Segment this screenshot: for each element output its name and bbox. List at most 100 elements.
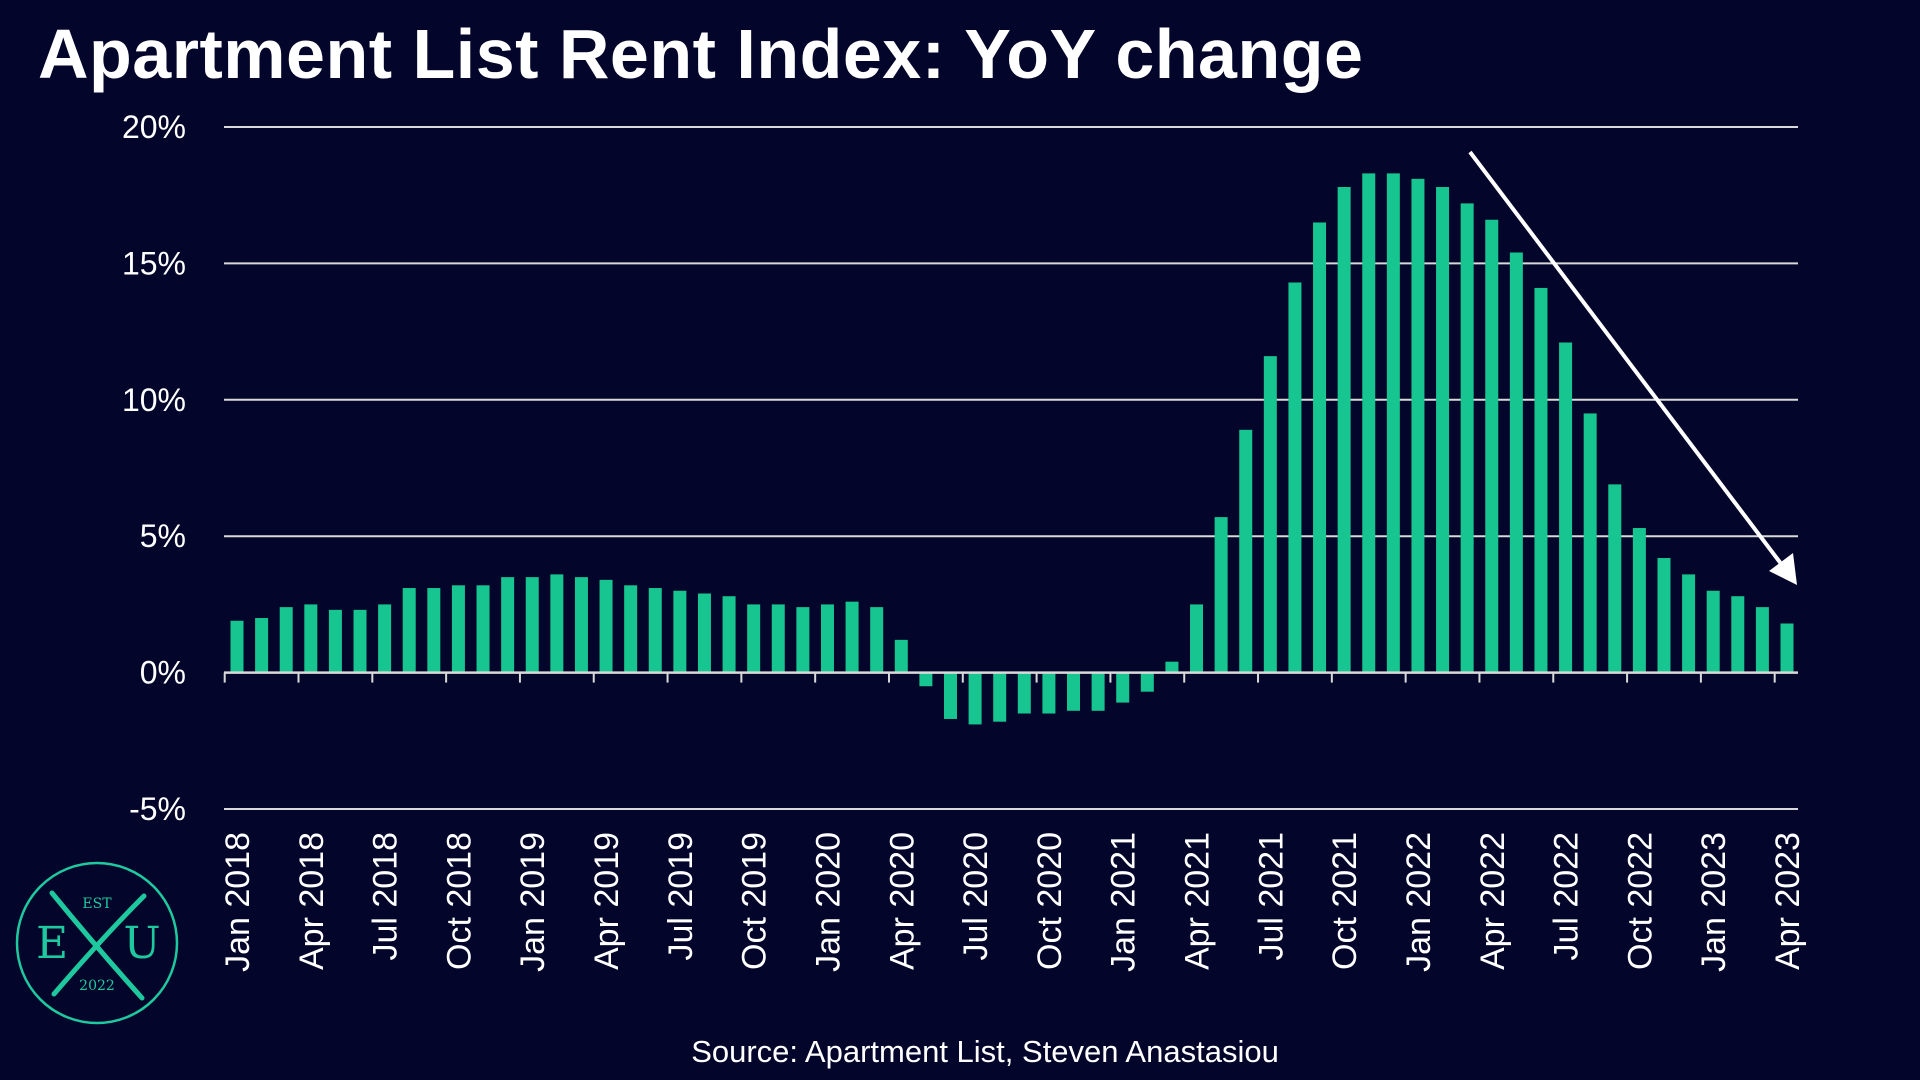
bar (1042, 672, 1056, 714)
bar (1116, 672, 1130, 703)
bar (1411, 178, 1425, 673)
bar (1632, 528, 1646, 673)
bar (1337, 187, 1351, 673)
bar (796, 607, 810, 673)
logo-left-letter: E (36, 918, 68, 969)
bar (1288, 282, 1302, 673)
chart-source: Source: Apartment List, Steven Anastasio… (691, 1034, 1279, 1069)
x-tick-label: Apr 2020 (883, 832, 921, 970)
trend-arrow-line (1468, 150, 1787, 571)
x-tick-label: Oct 2022 (1621, 832, 1659, 970)
x-tick-label: Apr 2021 (1179, 832, 1217, 970)
logo-right-letter: U (123, 918, 160, 969)
bar (820, 604, 834, 673)
bar (870, 607, 884, 673)
bar (845, 601, 859, 673)
bar (624, 585, 638, 673)
bar (993, 672, 1007, 722)
chart-title: Apartment List Rent Index: YoY change (38, 15, 1364, 93)
bar (378, 604, 392, 673)
logo-stroke-b (51, 893, 147, 997)
logo-top-text: EST (82, 896, 112, 912)
bar (1559, 342, 1573, 673)
bar (1780, 623, 1794, 673)
bar (255, 618, 269, 673)
bar (673, 590, 687, 673)
y-tick-label: 15% (122, 245, 186, 281)
x-tick-label: Jan 2021 (1105, 832, 1143, 972)
bar (402, 588, 416, 673)
x-tick-label: Jan 2022 (1400, 832, 1438, 972)
x-tick-label: Jul 2020 (957, 832, 995, 961)
y-tick-label: 5% (140, 518, 186, 554)
bar (427, 588, 441, 673)
bar (279, 607, 293, 673)
bars (230, 173, 1794, 725)
bar (1067, 672, 1081, 711)
x-tick-label: Apr 2018 (293, 832, 331, 970)
bar (304, 604, 318, 673)
bar (451, 585, 465, 673)
bar (968, 672, 982, 725)
x-tick-label: Jan 2020 (809, 832, 847, 972)
x-tick-label: Jan 2019 (514, 832, 552, 972)
bar (599, 579, 613, 673)
bar (1263, 356, 1277, 673)
bar (919, 672, 933, 687)
bar (1436, 187, 1450, 673)
x-axis (223, 671, 1798, 683)
bar (722, 596, 736, 673)
trend-arrow-head (1769, 553, 1797, 585)
bar (501, 577, 515, 673)
bar (771, 604, 785, 673)
bar (894, 639, 908, 673)
bar (328, 609, 342, 673)
logo-ring (15, 861, 179, 1025)
bar (1460, 203, 1474, 673)
bar (1706, 590, 1720, 673)
bar (1608, 484, 1622, 673)
x-tick-label: Jan 2018 (219, 832, 257, 972)
x-tick-label: Apr 2022 (1474, 832, 1512, 970)
x-tick-label: Jul 2021 (1252, 832, 1290, 961)
bar (574, 577, 588, 673)
bar (1682, 574, 1696, 673)
x-tick-label: Oct 2018 (440, 832, 478, 970)
bar (1165, 661, 1179, 673)
x-tick-label: Apr 2023 (1769, 832, 1807, 970)
bar (230, 620, 244, 673)
y-tick-label: 20% (122, 109, 186, 145)
trend-annotation (1468, 150, 1797, 585)
bar (1386, 173, 1400, 673)
logo-bottom-text: 2022 (79, 978, 115, 994)
bar (648, 588, 662, 673)
x-tick-label: Oct 2019 (736, 832, 774, 970)
x-tick-label: Jul 2022 (1548, 832, 1586, 961)
y-tick-label: 10% (122, 382, 186, 418)
bar (1239, 429, 1253, 673)
bar (1485, 219, 1499, 673)
bar (1313, 222, 1327, 673)
x-tick-label: Oct 2021 (1326, 832, 1364, 970)
bar (1509, 252, 1523, 673)
bar (1534, 287, 1548, 673)
bar (697, 593, 711, 673)
y-tick-label: -5% (129, 791, 186, 827)
exu-logo: EST E U 2022 (15, 861, 179, 1025)
bar (353, 609, 367, 673)
bar (1190, 604, 1204, 673)
bar (1140, 672, 1154, 692)
bar (1091, 672, 1105, 711)
x-tick-label: Oct 2020 (1031, 832, 1069, 970)
bar (943, 672, 957, 719)
bar (1755, 607, 1769, 673)
x-tick-label: Apr 2019 (588, 832, 626, 970)
x-axis-tick-labels: Jan 2018 Apr 2018 Jul 2018 Oct 2018 Jan 2019… (219, 832, 1807, 972)
x-tick-label: Jan 2023 (1695, 832, 1733, 972)
bar (525, 577, 539, 673)
bar (1731, 596, 1745, 673)
bar (1362, 173, 1376, 673)
y-axis-tick-labels: 20% 15% 10% 5% 0% -5% (122, 109, 186, 827)
bar (1583, 413, 1597, 673)
